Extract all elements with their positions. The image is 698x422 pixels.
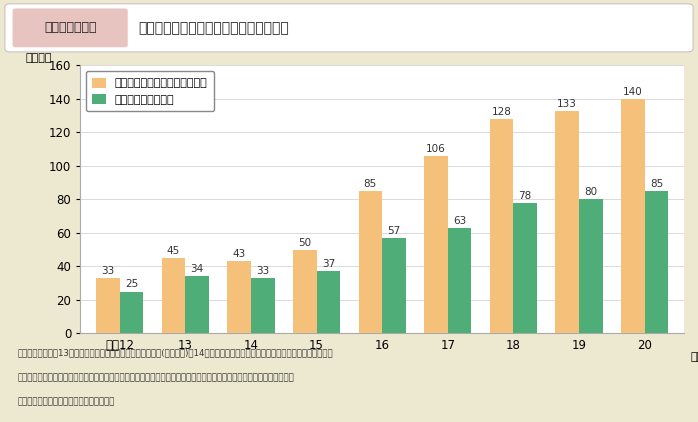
- Text: 57: 57: [387, 226, 401, 236]
- Text: （万人）: （万人）: [26, 53, 52, 63]
- Text: 50: 50: [298, 238, 311, 248]
- Text: 33: 33: [101, 266, 114, 276]
- Text: 時系列比較には注意を要する。: 時系列比較には注意を要する。: [17, 398, 115, 406]
- Text: ２．「労働力調査特別調査」と「労働力調査（詳細集計）」とでは、調査方法、調査月などが相違することから、: ２．「労働力調査特別調査」と「労働力調査（詳細集計）」とでは、調査方法、調査月な…: [17, 373, 294, 382]
- Bar: [119, 292, 143, 333]
- Bar: [316, 271, 340, 333]
- Text: （備考）１．平成13年以前は総務省「労働力調査特別調査」(各年２月)、14年以降は総務省「労働力調査（詳細集計）」より作成。: （備考）１．平成13年以前は総務省「労働力調査特別調査」(各年２月)、14年以降…: [17, 348, 333, 357]
- FancyBboxPatch shape: [13, 8, 128, 47]
- Bar: [556, 111, 579, 333]
- Text: 106: 106: [426, 144, 446, 154]
- FancyBboxPatch shape: [5, 4, 693, 52]
- Text: 85: 85: [650, 179, 663, 189]
- Text: 128: 128: [491, 107, 512, 117]
- Text: 労働者派遣事業所の派遣社員数の推移: 労働者派遣事業所の派遣社員数の推移: [138, 21, 289, 35]
- Bar: [251, 278, 274, 333]
- Text: 140: 140: [623, 87, 643, 97]
- Bar: [162, 258, 185, 333]
- Bar: [490, 119, 514, 333]
- Text: 33: 33: [256, 266, 269, 276]
- Bar: [228, 261, 251, 333]
- Bar: [424, 156, 448, 333]
- Text: 第１－２－４図: 第１－２－４図: [44, 22, 96, 34]
- Text: 78: 78: [519, 191, 532, 201]
- Bar: [383, 238, 406, 333]
- Text: 43: 43: [232, 249, 246, 260]
- Bar: [359, 191, 383, 333]
- Bar: [293, 250, 316, 333]
- Bar: [448, 228, 471, 333]
- Bar: [645, 191, 668, 333]
- Text: 85: 85: [364, 179, 377, 189]
- Bar: [621, 99, 645, 333]
- Text: 133: 133: [557, 99, 577, 108]
- Bar: [514, 203, 537, 333]
- Text: 34: 34: [191, 265, 204, 274]
- Bar: [185, 276, 209, 333]
- Bar: [579, 200, 602, 333]
- Text: 45: 45: [167, 246, 180, 256]
- Bar: [96, 278, 119, 333]
- Text: 37: 37: [322, 260, 335, 269]
- Text: 80: 80: [584, 187, 597, 197]
- Text: （年）: （年）: [690, 352, 698, 362]
- Text: 63: 63: [453, 216, 466, 226]
- Text: 25: 25: [125, 279, 138, 289]
- Legend: 労働者派遣事業所の派遣社員数, うち女性派遣社員数: 労働者派遣事業所の派遣社員数, うち女性派遣社員数: [86, 71, 214, 111]
